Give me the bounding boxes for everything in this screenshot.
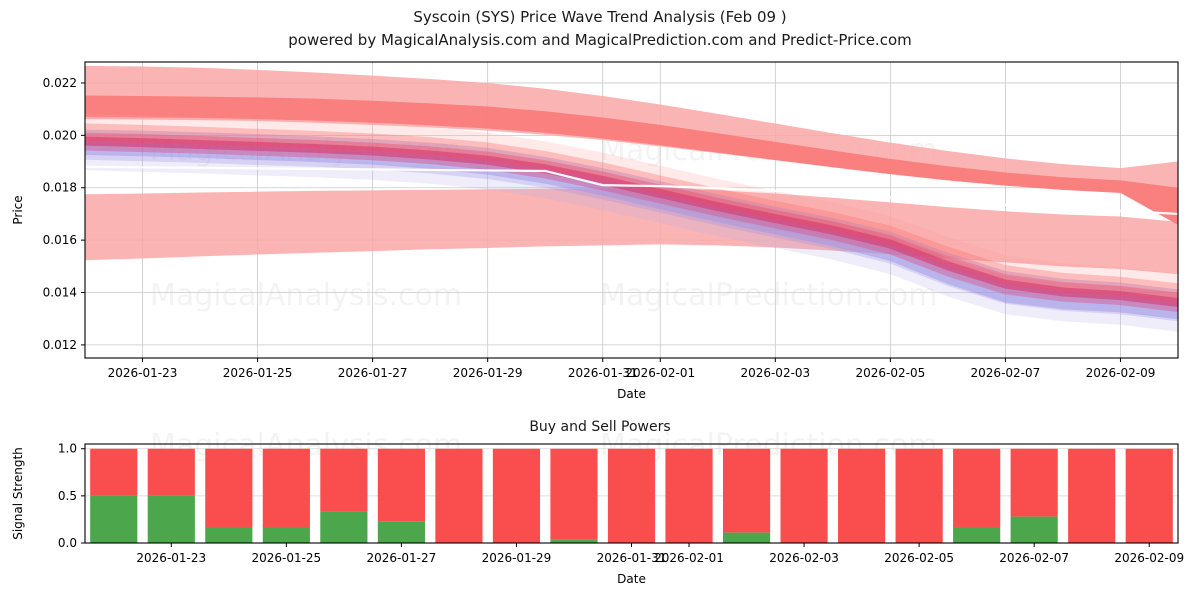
y-tick-label: 0.020 (43, 128, 77, 142)
bars-layer (90, 448, 1173, 543)
x-tick-label: 2026-02-03 (740, 366, 810, 380)
wave-core-line (85, 136, 1178, 307)
price-bands (85, 65, 1178, 332)
y-tick-label: 0.016 (43, 233, 77, 247)
y-tick-label: 0.012 (43, 338, 77, 352)
x-tick-label: 2026-01-31 (568, 366, 638, 380)
bar-sell (205, 448, 253, 527)
x-tick-label: 2026-02-09 (1086, 366, 1156, 380)
bar-sell (953, 448, 1001, 527)
page-subtitle: powered by MagicalAnalysis.com and Magic… (288, 31, 912, 49)
x-tick-label: 2026-01-23 (136, 551, 206, 565)
bar-sell (722, 448, 771, 533)
bar-sell (838, 448, 886, 543)
x-tick-label: 2026-01-25 (251, 551, 321, 565)
y-tick-label: 1.0 (58, 442, 77, 456)
bar-buy (262, 526, 310, 543)
bar-buy (147, 495, 195, 543)
bar-sell (607, 448, 656, 543)
x-tick-label: 2026-02-07 (971, 366, 1041, 380)
white-trend-line (85, 165, 1178, 216)
y-tick-label: 0.018 (43, 181, 77, 195)
y-tick-label: 0.5 (58, 489, 77, 503)
page-title: Syscoin (SYS) Price Wave Trend Analysis … (413, 8, 787, 26)
bar-buy (90, 495, 138, 543)
x-tick-label: 2026-01-27 (367, 551, 437, 565)
bar-sell (665, 448, 713, 543)
y-tick-label: 0.022 (43, 76, 77, 90)
x-tick-label: 2026-01-27 (338, 366, 408, 380)
bar-buy (377, 521, 425, 543)
x-tick-label: 2026-02-03 (769, 551, 839, 565)
bar-buy (550, 539, 598, 543)
bar-sell (780, 448, 828, 543)
bar-buy (953, 526, 1001, 543)
x-tick-label: 2026-01-29 (453, 366, 523, 380)
bar-sell (320, 448, 368, 512)
x-axis-label: Date (617, 572, 646, 586)
bar-sell (895, 448, 943, 543)
bar-buy (320, 511, 368, 543)
price-axes-frame (84, 61, 1179, 359)
buy-sell-powers-title: Buy and Sell Powers (529, 419, 671, 435)
x-axis-label: Date (617, 387, 646, 401)
y-tick-label: 0.014 (43, 286, 77, 300)
mid-wave-feather-up2 (85, 113, 1178, 294)
x-tick-label: 2026-02-07 (999, 551, 1069, 565)
bar-buy (722, 532, 771, 543)
x-tick-label: 2026-01-31 (597, 551, 667, 565)
x-tick-label: 2026-01-29 (482, 551, 552, 565)
y-axis-label: Signal Strength (11, 447, 25, 540)
mid-wave-feather-down2 (85, 152, 1178, 332)
x-tick-label: 2026-01-23 (108, 366, 178, 380)
bar-sell (435, 448, 483, 543)
bars-axes: 0.0 0.5 1.0 2026-01-23 2026-01-25 2026-01-27 2… (11, 442, 1184, 586)
bar-buy (205, 526, 253, 543)
x-tick-label: 2026-02-05 (884, 551, 954, 565)
bar-sell (262, 448, 310, 527)
bar-sell (1010, 448, 1058, 517)
x-tick-label: 2026-02-01 (654, 551, 724, 565)
bar-sell (1125, 448, 1173, 543)
x-tick-label: 2026-02-05 (855, 366, 925, 380)
x-tick-label: 2026-01-25 (223, 366, 293, 380)
watermark-text: MagicalPrediction.com (600, 278, 938, 313)
upper-solid-band (85, 95, 1178, 225)
y-axis-label: Price (11, 195, 25, 224)
x-tick-label: 2026-02-09 (1114, 551, 1184, 565)
price-axes: 0.012 0.014 0.016 0.018 0.020 0.022 2026-01-23… (11, 61, 1179, 401)
bar-buy (1010, 516, 1058, 543)
bar-sell (377, 448, 425, 522)
bar-sell (147, 448, 195, 496)
bar-sell (1068, 448, 1116, 543)
bar-sell (492, 448, 541, 543)
y-tick-label: 0.0 (58, 536, 77, 550)
bar-sell (90, 448, 138, 496)
mid-wave-feather-down (85, 141, 1178, 322)
bar-sell (550, 448, 598, 540)
watermark-text: MagicalAnalysis.com (150, 278, 462, 313)
x-tick-label: 2026-02-01 (625, 366, 695, 380)
